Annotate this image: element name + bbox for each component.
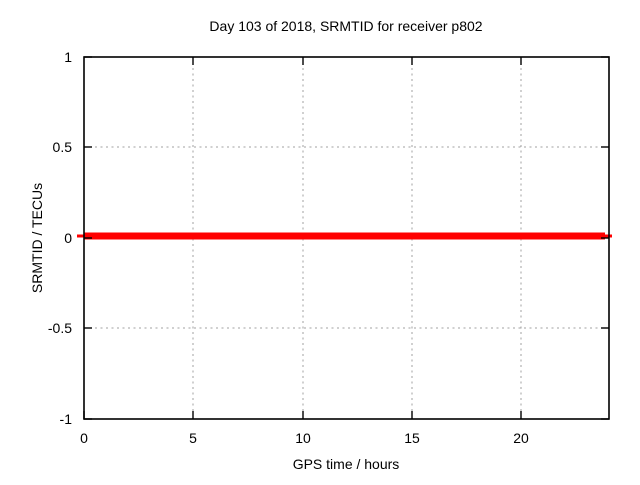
x-tick-label-20: 20 bbox=[513, 430, 529, 446]
chart-title: Day 103 of 2018, SRMTID for receiver p80… bbox=[209, 18, 482, 34]
tick-marks bbox=[83, 56, 609, 420]
y-tick-label-0.5: 0.5 bbox=[53, 139, 73, 155]
x-tick-label-15: 15 bbox=[404, 430, 420, 446]
x-tick-label-0: 0 bbox=[80, 430, 88, 446]
x-tick-label-10: 10 bbox=[295, 430, 311, 446]
y-tick-label--1: -1 bbox=[60, 411, 73, 427]
y-tick-label-0: 0 bbox=[64, 230, 72, 246]
x-tick-label-5: 5 bbox=[189, 430, 197, 446]
y-tick-labels: 1 0.5 0 -0.5 -1 bbox=[48, 49, 72, 427]
y-tick-label-1: 1 bbox=[64, 49, 72, 65]
y-tick-label--0.5: -0.5 bbox=[48, 320, 72, 336]
x-tick-labels: 0 5 10 15 20 bbox=[80, 430, 529, 446]
y-axis-label: SRMTID / TECUs bbox=[29, 183, 45, 293]
x-axis-label: GPS time / hours bbox=[293, 456, 400, 472]
